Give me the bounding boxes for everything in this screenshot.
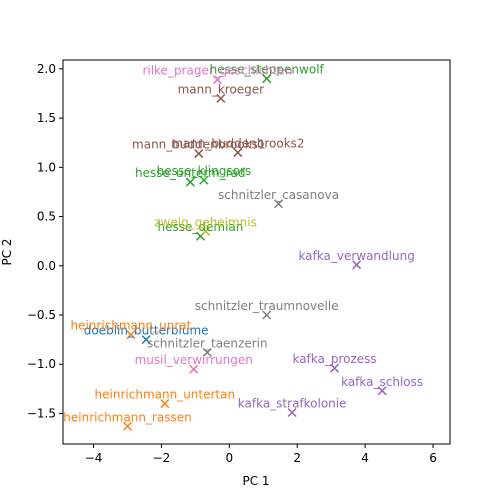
data-point-label: musil_verwirrungen: [135, 353, 253, 367]
data-point-label: kafka_schloss: [341, 375, 423, 389]
data-point-label: hesse_demian: [158, 220, 244, 234]
data-point-marker: [262, 74, 272, 84]
data-point-marker: [189, 364, 199, 374]
x-tick-label: −4: [85, 451, 103, 465]
data-point-marker: [126, 330, 136, 340]
data-point-marker: [330, 363, 340, 373]
data-point-label: rilke_prager_geschichten: [142, 64, 292, 78]
data-point-marker: [202, 347, 212, 357]
data-point-label: zweig_geheimnis: [154, 215, 257, 229]
data-point-marker: [199, 175, 209, 185]
data-point-marker: [233, 148, 243, 158]
data-point-label: schnitzler_taenzerin: [147, 336, 268, 350]
y-tick-label: 1.5: [37, 111, 56, 125]
y-tick-label: 0.5: [37, 210, 56, 224]
data-point-label: kafka_verwandlung: [298, 249, 414, 263]
data-point-marker: [194, 149, 204, 159]
data-point-marker: [274, 199, 284, 209]
data-point-marker: [185, 177, 195, 187]
y-axis-label: PC 2: [0, 238, 14, 265]
data-point-marker: [212, 75, 222, 85]
data-point-marker: [201, 226, 211, 236]
y-axis-ticks: −1.5 −1.0 −0.5 0.0 0.5 1.0 1.5 2.0: [27, 62, 63, 420]
data-point-label: mann_buddenbrooks2: [171, 137, 305, 151]
x-axis-ticks: −4 −2 0 2 4 6: [85, 444, 437, 465]
data-point-label: mann_kroeger: [178, 82, 265, 96]
data-point-label: kafka_prozess: [292, 352, 376, 366]
data-point-label: schnitzler_casanova: [218, 188, 339, 202]
data-point-label: heinrichmann_rassen: [63, 410, 191, 424]
y-tick-label: −1.0: [27, 357, 56, 371]
data-point-label: mann_buddenbrooks1: [132, 138, 266, 152]
data-point-label: hesse_unterm_rad: [135, 166, 246, 180]
data-point-marker: [377, 386, 387, 396]
x-axis-label: PC 1: [242, 474, 269, 488]
data-point-label: kafka_strafkolonie: [238, 396, 347, 410]
data-point-marker: [287, 407, 297, 418]
data-point-label: hesse_klingsors: [157, 164, 252, 178]
data-point-marker: [160, 399, 170, 409]
data-point-marker: [352, 260, 362, 270]
data-point-label: hesse_steppenwolf: [210, 63, 325, 77]
data-point-marker: [262, 310, 272, 320]
point-labels: doeblin_butterblumeheinrichmann_unrathei…: [63, 63, 423, 425]
y-tick-label: −0.5: [27, 308, 56, 322]
x-tick-label: 0: [226, 451, 234, 465]
y-tick-label: 0.0: [37, 259, 56, 273]
x-tick-label: 4: [361, 451, 369, 465]
data-point-label: schnitzler_traumnovelle: [195, 299, 339, 313]
x-tick-label: −2: [153, 451, 171, 465]
data-point-label: doeblin_butterblume: [84, 324, 209, 338]
x-tick-label: 6: [429, 451, 437, 465]
data-point-label: heinrichmann_untertan: [95, 388, 236, 402]
data-point-marker: [141, 335, 151, 345]
data-point-marker: [122, 421, 133, 431]
plot-frame: [62, 59, 451, 445]
y-tick-label: 1.0: [37, 160, 56, 174]
data-point-marker: [216, 93, 226, 103]
x-tick-label: 2: [293, 451, 301, 465]
data-marks: [122, 74, 387, 431]
y-tick-label: −1.5: [27, 406, 56, 420]
data-point-label: heinrichmann_unrat: [70, 319, 191, 333]
y-tick-label: 2.0: [37, 62, 56, 76]
